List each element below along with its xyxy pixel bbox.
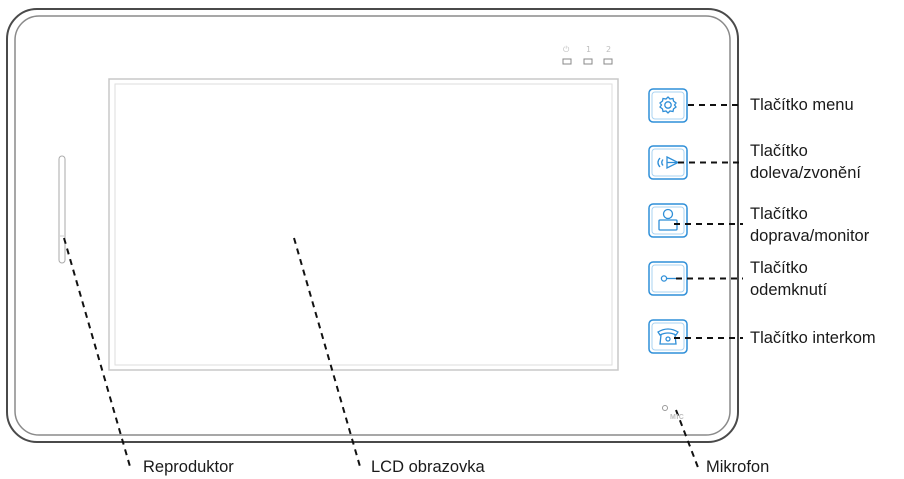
key-icon bbox=[660, 275, 676, 282]
label-menu-text: Tlačítko menu bbox=[750, 96, 854, 114]
bell-speaker-icon bbox=[657, 155, 680, 170]
leader-lcd bbox=[293, 237, 362, 471]
label-unlock-line1: Tlačítko bbox=[750, 259, 808, 277]
leader-speaker bbox=[63, 237, 132, 471]
label-monitor-button: Tlačítko doprava/monitor bbox=[750, 203, 869, 247]
led-2 bbox=[603, 58, 613, 65]
menu-button[interactable] bbox=[648, 88, 688, 123]
label-monitor-line1: Tlačítko bbox=[750, 205, 808, 223]
monitor-button[interactable] bbox=[648, 203, 688, 238]
label-menu-button: Tlačítko menu bbox=[750, 94, 854, 116]
lcd-screen bbox=[108, 78, 619, 371]
label-mic: Mikrofon bbox=[706, 456, 769, 478]
led-1 bbox=[583, 58, 593, 65]
speaker-slot bbox=[58, 155, 66, 264]
mic-label: MIC bbox=[670, 414, 685, 421]
label-lcd-text: LCD obrazovka bbox=[371, 458, 485, 476]
gear-icon bbox=[659, 96, 677, 114]
led-power bbox=[562, 58, 572, 65]
led-power-label: ⏻ bbox=[563, 45, 570, 54]
label-mic-text: Mikrofon bbox=[706, 458, 770, 476]
label-intercom-button: Tlačítko interkom bbox=[750, 327, 876, 349]
microphone-hole bbox=[662, 405, 668, 411]
label-ring-line2: doleva/zvonění bbox=[750, 164, 861, 182]
label-monitor-line2: doprava/monitor bbox=[750, 227, 870, 245]
led-2-label: 2 bbox=[606, 45, 612, 54]
intercom-button[interactable] bbox=[648, 319, 688, 354]
phone-icon bbox=[657, 328, 679, 345]
label-ring-line1: Tlačítko bbox=[750, 142, 808, 160]
label-speaker: Reproduktor bbox=[143, 456, 234, 478]
led-1-label: 1 bbox=[586, 45, 592, 54]
lcd-screen-inner bbox=[114, 83, 613, 366]
ring-button[interactable] bbox=[648, 145, 688, 180]
label-speaker-text: Reproduktor bbox=[143, 458, 234, 476]
label-unlock-button: Tlačítko odemknutí bbox=[750, 257, 827, 301]
label-ring-button: Tlačítko doleva/zvonění bbox=[750, 140, 861, 184]
label-lcd: LCD obrazovka bbox=[371, 456, 485, 478]
label-unlock-line2: odemknutí bbox=[750, 281, 828, 299]
label-intercom-text: Tlačítko interkom bbox=[750, 329, 876, 347]
